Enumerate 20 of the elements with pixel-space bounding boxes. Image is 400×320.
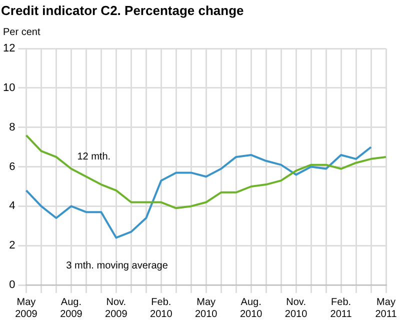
x-tick-label: Feb. 2011: [330, 296, 352, 320]
y-axis-title: Per cent: [2, 26, 42, 39]
text: 3 mth. moving average: [66, 260, 168, 272]
x-tick-label: Aug. 2010: [240, 296, 263, 320]
x-tick-label: Aug. 2009: [60, 296, 83, 320]
y-tick-label: 2: [9, 240, 16, 252]
chart-title: Credit indicator C2. Percentage change: [0, 2, 245, 20]
x-tick-label: Nov. 2010: [284, 296, 308, 320]
y-tick-label: 4: [9, 200, 16, 212]
y-tick-label: 12: [2, 42, 16, 55]
y-tick-label: 10: [2, 82, 16, 94]
x-tick-label: May 2011: [375, 296, 398, 320]
y-tick-label: 0: [9, 279, 16, 292]
x-tick-label: May 2010: [194, 296, 218, 320]
x-tick-label: Nov. 2009: [105, 296, 128, 320]
x-tick-label: May 2009: [15, 296, 38, 320]
x-tick-label: Feb. 2010: [150, 296, 173, 320]
y-tick-label: 6: [9, 160, 16, 173]
y-tick-label: 8: [9, 121, 16, 134]
series-label: 12 mth.: [77, 152, 111, 163]
